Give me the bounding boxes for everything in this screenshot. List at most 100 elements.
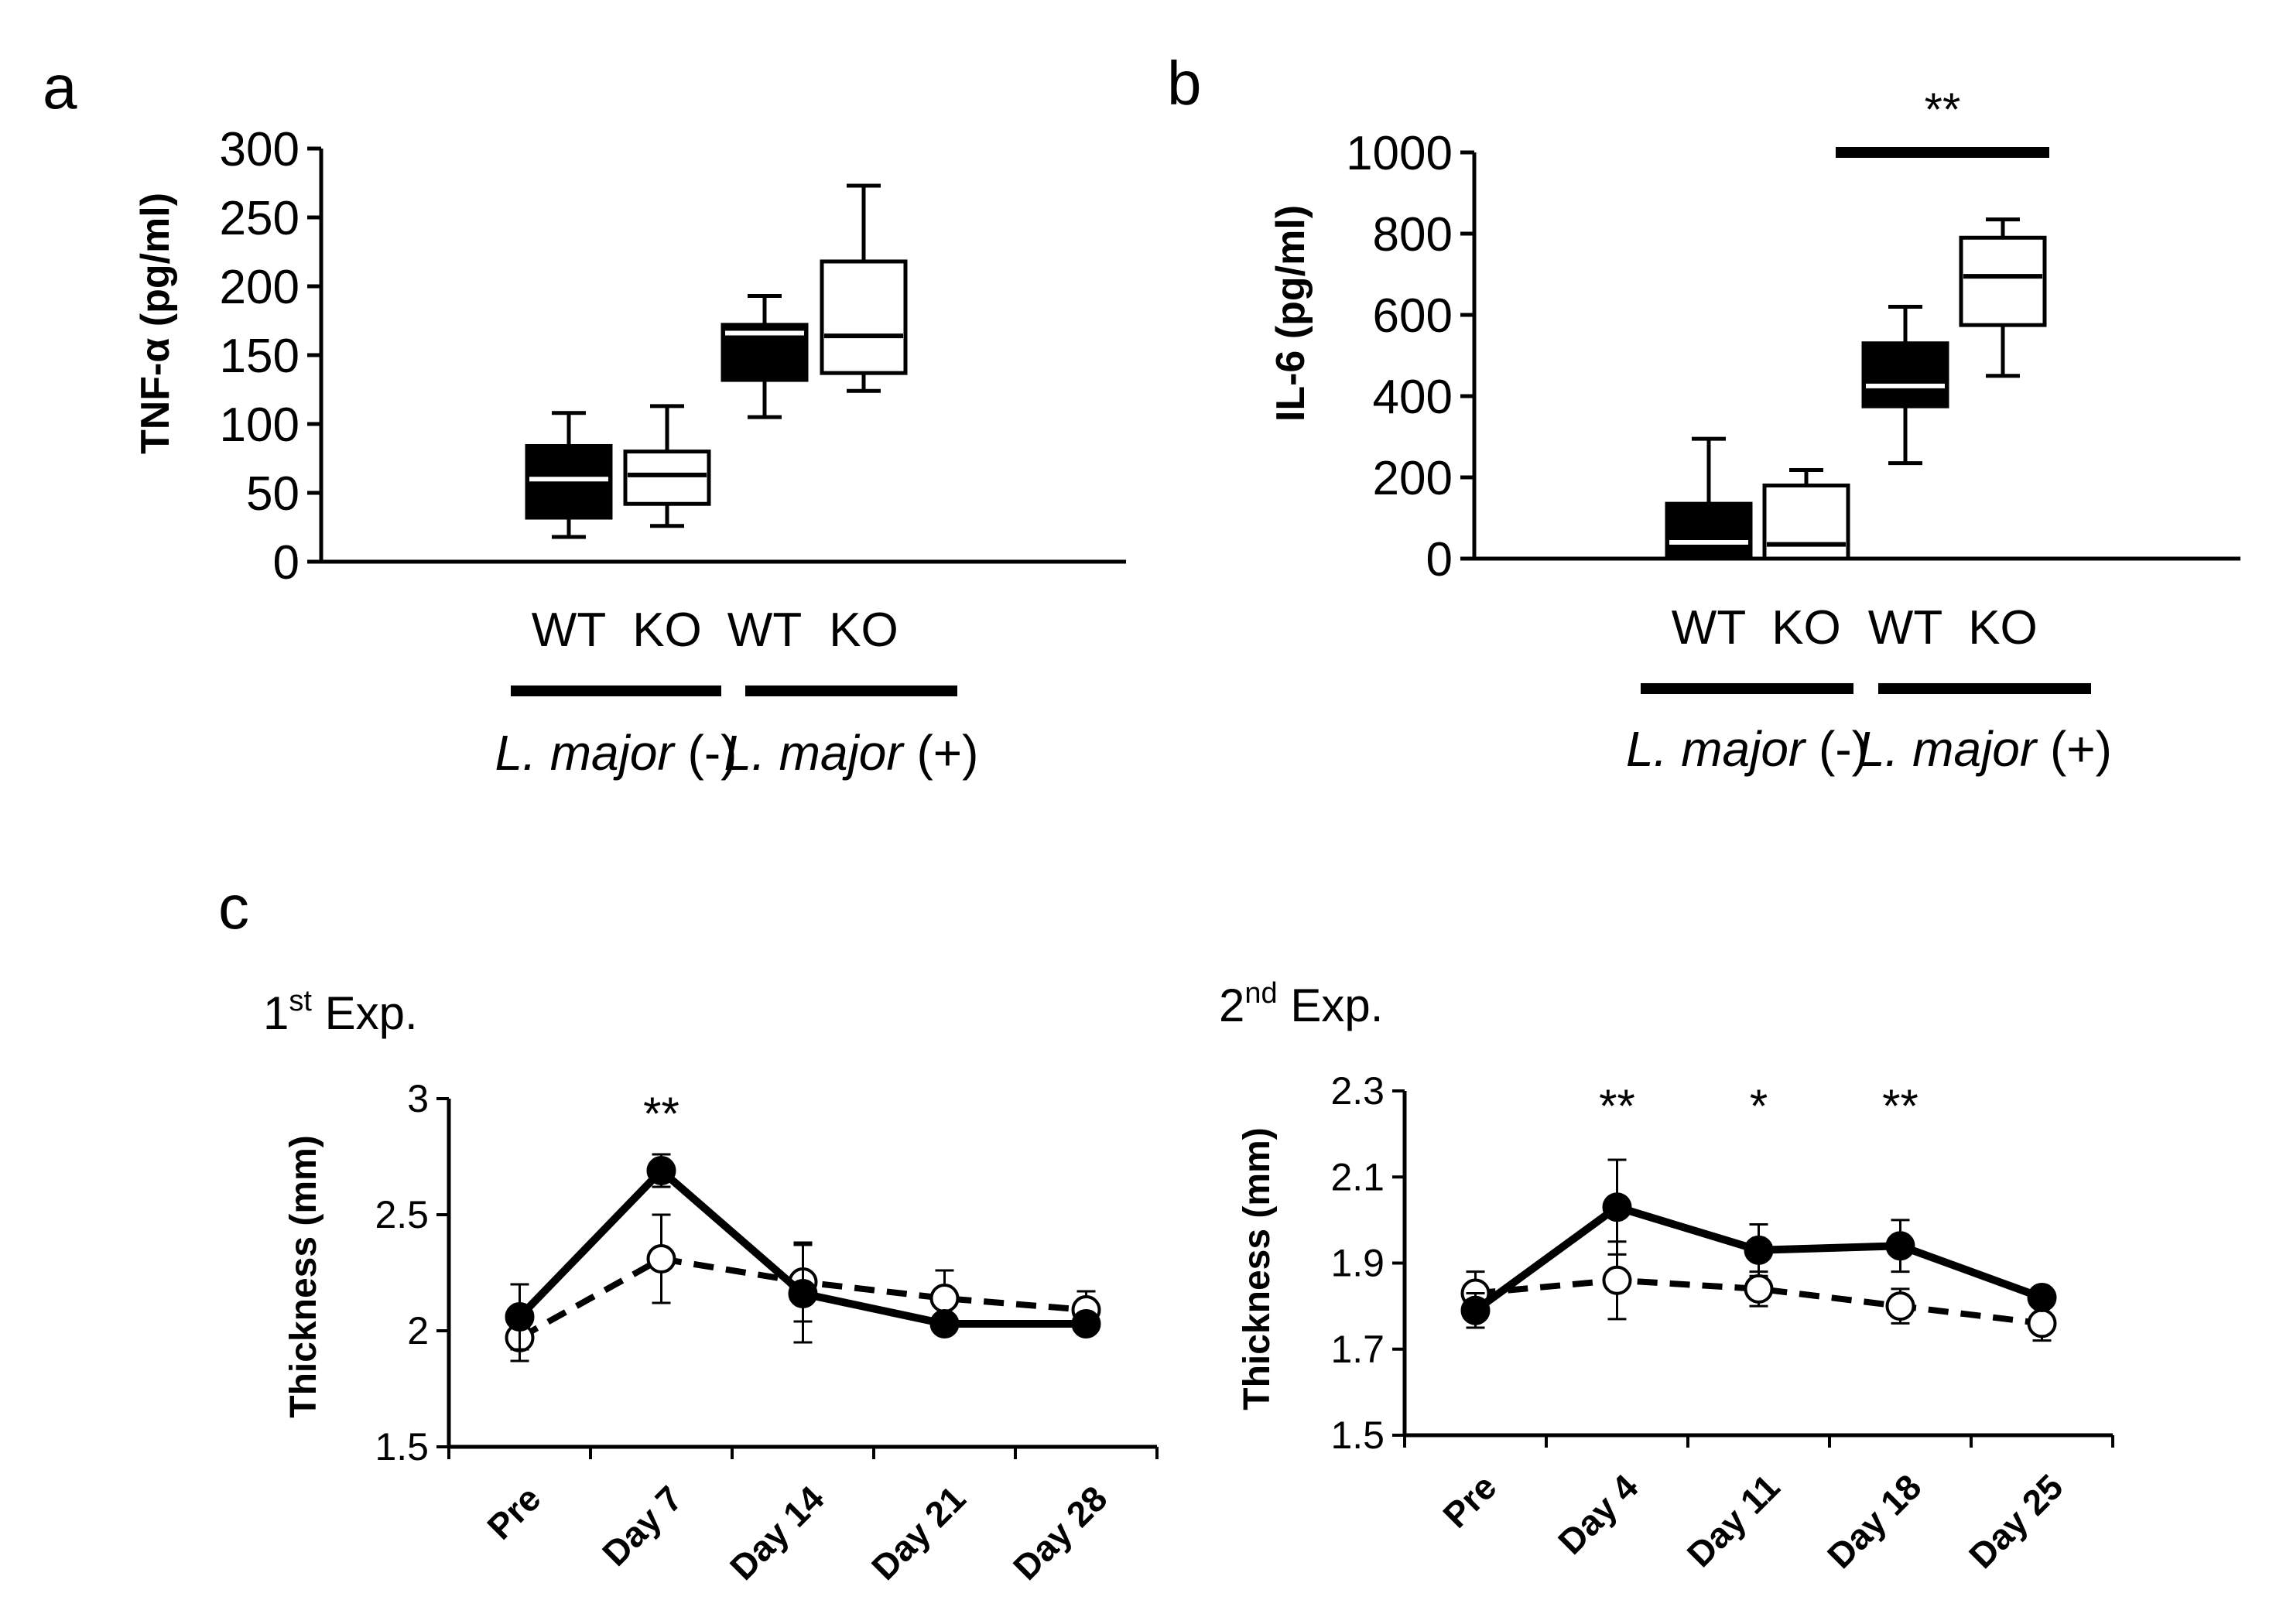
y-tick-label: 2.5 xyxy=(375,1193,429,1236)
x-category-label: Pre xyxy=(479,1478,548,1547)
significance-stars: ** xyxy=(643,1088,679,1140)
y-tick-label: 150 xyxy=(220,330,299,383)
y-tick-label: 200 xyxy=(220,261,299,314)
exp2-title-rest: Exp. xyxy=(1278,980,1384,1031)
group-label-condition: (-) xyxy=(674,725,738,781)
x-category-label: Day 18 xyxy=(1819,1466,1929,1576)
panel-label-c: c xyxy=(218,873,249,942)
box xyxy=(820,259,908,375)
significance-stars: ** xyxy=(1925,84,1961,135)
x-category-label: WT xyxy=(532,603,606,657)
y-tick-label: 600 xyxy=(1373,289,1453,343)
data-point-ko xyxy=(2027,1308,2057,1339)
data-point-wt xyxy=(1071,1309,1101,1339)
exp2-title-superscript: nd xyxy=(1244,977,1277,1010)
y-tick-label: 800 xyxy=(1373,208,1453,262)
exp1-title: 1st Exp. xyxy=(263,985,418,1039)
series-line-ko xyxy=(1475,1277,2042,1327)
y-axis-label-c2: Thickness (mm) xyxy=(1237,1127,1278,1410)
y-axis-label-b: IL-6 (pg/ml) xyxy=(1268,205,1313,422)
y-tick-label: 1.9 xyxy=(1330,1242,1385,1285)
y-tick-label: 0 xyxy=(1426,533,1453,586)
exp2-title: 2nd Exp. xyxy=(1219,977,1383,1031)
data-point-wt xyxy=(1885,1231,1915,1261)
group-label-condition: (+) xyxy=(2036,721,2112,777)
x-category-label: Day 14 xyxy=(722,1478,832,1588)
x-category-label: WT xyxy=(1672,601,1746,655)
significance-stars: ** xyxy=(1882,1080,1918,1132)
x-category-label: Day 11 xyxy=(1679,1466,1788,1574)
group-label-species: L. major xyxy=(724,725,905,781)
x-category-label: KO xyxy=(1771,601,1841,655)
x-category-label: Day 28 xyxy=(1005,1478,1115,1588)
x-category-label: Day 7 xyxy=(594,1478,690,1574)
data-point-wt xyxy=(1602,1192,1632,1222)
y-tick-label: 2.3 xyxy=(1330,1069,1385,1113)
y-tick-label: 1.7 xyxy=(1330,1328,1385,1371)
group-label-species: L. major xyxy=(1857,721,2038,777)
x-category-label: KO xyxy=(829,603,898,657)
group-label-condition: (-) xyxy=(1805,721,1868,777)
data-point-wt xyxy=(929,1309,960,1339)
exp1-title-number: 1 xyxy=(263,987,289,1039)
data-point-wt xyxy=(1744,1235,1774,1265)
y-tick-label: 1.5 xyxy=(375,1425,429,1468)
y-tick-label: 50 xyxy=(246,467,299,521)
y-tick-label: 0 xyxy=(273,536,299,590)
y-tick-label: 100 xyxy=(220,398,299,452)
y-tick-label: 200 xyxy=(1373,452,1453,505)
group-label-condition: (+) xyxy=(903,725,979,781)
group-label: L. major (+) xyxy=(1857,721,2112,777)
y-tick-label: 1000 xyxy=(1346,127,1453,180)
data-point-ko xyxy=(646,1244,676,1274)
y-tick-label: 2 xyxy=(407,1309,429,1352)
data-point-wt xyxy=(788,1279,818,1308)
x-category-label: Day 21 xyxy=(864,1478,974,1588)
box xyxy=(1959,235,2047,327)
significance-stars: * xyxy=(1750,1080,1768,1132)
y-tick-label: 400 xyxy=(1373,371,1453,424)
data-point-wt xyxy=(1460,1295,1491,1325)
group-label-species: L. major xyxy=(495,725,676,781)
group-label: L. major (-) xyxy=(1626,721,1868,777)
data-point-ko xyxy=(1602,1265,1632,1295)
y-axis-label-a: TNF-α (pg/ml) xyxy=(133,193,178,454)
box xyxy=(1665,501,1753,561)
exp1-title-superscript: st xyxy=(289,985,312,1017)
exp2-title-number: 2 xyxy=(1219,980,1244,1031)
group-label: L. major (-) xyxy=(495,725,738,781)
y-axis-label-c1: Thickness (mm) xyxy=(283,1135,324,1417)
data-point-ko xyxy=(1885,1291,1915,1321)
group-label-species: L. major xyxy=(1626,721,1807,777)
box xyxy=(1861,341,1949,409)
panel-label-a: a xyxy=(43,53,77,121)
y-tick-label: 3 xyxy=(407,1077,429,1120)
panel-c-exp1-line-chart: c 1st Exp. Thickness (mm) 1.5 2 2.5 3 Pre Day… xyxy=(218,873,1159,1588)
panel-c-exp2-line-chart: 2nd Exp. Thickness (mm) 1.5 1.7 1.9 2.1 2.3 P… xyxy=(1219,977,2114,1576)
y-tick-label: 2.1 xyxy=(1330,1155,1385,1198)
exp1-title-rest: Exp. xyxy=(312,987,418,1039)
panel-label-b: b xyxy=(1167,49,1202,118)
panel-b-il6-boxplot: b IL-6 (pg/ml) 0 200 400 600 800 1000 WT KO WT KO… xyxy=(1167,49,2240,777)
box xyxy=(623,450,711,506)
y-tick-label: 250 xyxy=(220,192,299,245)
x-category-label: Day 4 xyxy=(1550,1466,1646,1562)
box xyxy=(525,443,613,520)
x-category-label: WT xyxy=(1868,601,1942,655)
data-point-wt xyxy=(2027,1283,2057,1312)
data-point-wt xyxy=(646,1156,676,1185)
panel-a-tnf-boxplot: a TNF-α (pg/ml) 0 50 100 150 200 250 300 WT KO WT… xyxy=(43,53,1126,781)
significance-stars: ** xyxy=(1599,1080,1635,1132)
x-category-label: KO xyxy=(632,603,702,657)
x-category-label: Day 25 xyxy=(1961,1466,2071,1576)
y-tick-label: 300 xyxy=(220,123,299,176)
x-category-label: Pre xyxy=(1435,1466,1504,1535)
data-point-ko xyxy=(1744,1274,1774,1304)
x-category-label: KO xyxy=(1968,601,2038,655)
data-point-wt xyxy=(505,1302,535,1332)
data-point-ko xyxy=(929,1284,960,1313)
group-label: L. major (+) xyxy=(724,725,979,781)
y-tick-label: 1.5 xyxy=(1330,1414,1385,1457)
box xyxy=(1762,484,1850,561)
